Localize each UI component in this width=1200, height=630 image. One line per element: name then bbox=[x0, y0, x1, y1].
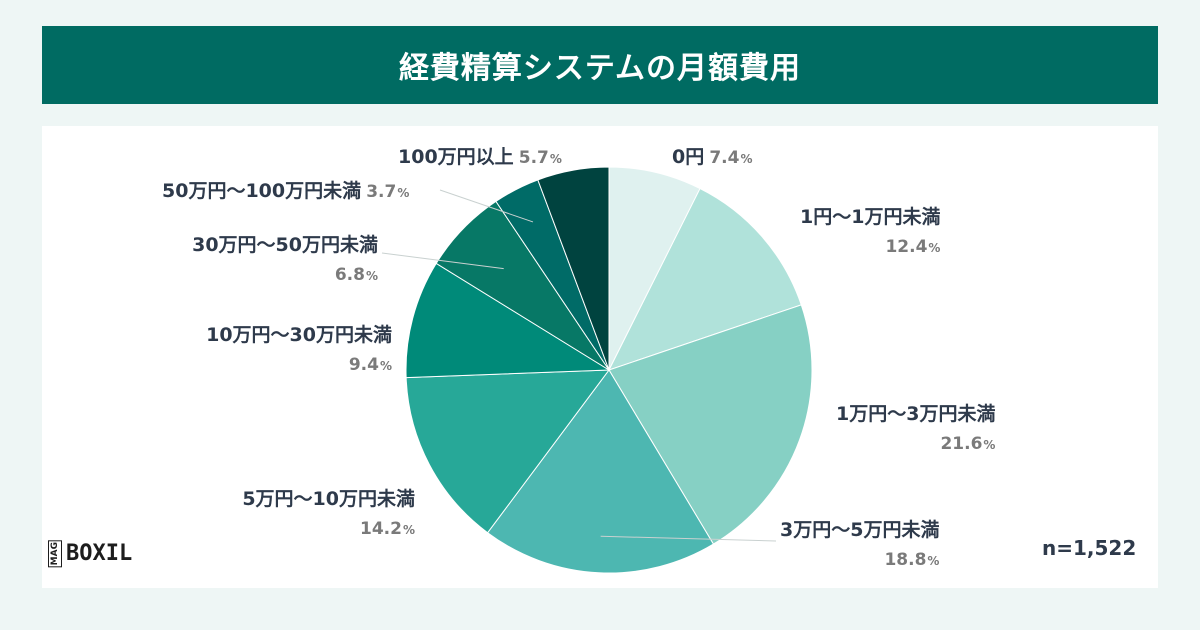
slice-label-7: 50万円〜100万円未満 3.7% bbox=[162, 180, 410, 202]
slice-label-6: 30万円〜50万円未満 6.8% bbox=[192, 234, 378, 285]
logo-mag-mark: MAG bbox=[48, 540, 62, 568]
slice-label-3: 3万円〜5万円未満 18.8% bbox=[780, 519, 940, 570]
pie-slice-2 bbox=[608, 304, 813, 545]
slice-label-1: 1円〜1万円未満 12.4% bbox=[800, 206, 941, 257]
leader-line-7 bbox=[439, 189, 534, 223]
slice-label-8: 100万円以上 5.7% bbox=[398, 146, 562, 168]
pie-slice-1 bbox=[608, 187, 802, 371]
slice-label-2: 1万円〜3万円未満 21.6% bbox=[836, 403, 996, 454]
chart-title-bar: 経費精算システムの月額費用 bbox=[42, 26, 1158, 104]
leader-line-6 bbox=[381, 252, 504, 270]
pie-slice-8 bbox=[537, 166, 610, 371]
pie-slice-5 bbox=[405, 262, 611, 379]
slice-label-5: 10万円〜30万円未満 9.4% bbox=[206, 324, 392, 375]
pie-slice-4 bbox=[405, 369, 611, 534]
logo-name: BOXIL bbox=[66, 541, 133, 567]
boxil-logo: MAG BOXIL bbox=[48, 540, 133, 568]
leader-line-3 bbox=[600, 535, 777, 542]
sample-size: n=1,522 bbox=[1042, 536, 1137, 560]
pie-slice-3 bbox=[486, 369, 715, 574]
slice-label-0: 0円 7.4% bbox=[672, 146, 753, 168]
chart-title: 経費精算システムの月額費用 bbox=[398, 51, 802, 86]
slice-label-4: 5万円〜10万円未満 14.2% bbox=[242, 488, 415, 539]
